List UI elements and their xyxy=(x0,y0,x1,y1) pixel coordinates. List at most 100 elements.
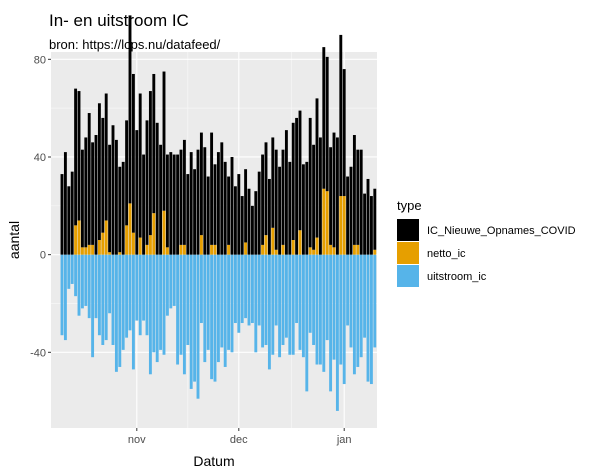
bar-ic-nieuwe-opnames-covid xyxy=(233,186,237,255)
bar-uitstroom-ic xyxy=(295,254,299,324)
bar-netto-ic xyxy=(325,191,329,255)
bar-uitstroom-ic xyxy=(210,254,214,380)
bar-ic-nieuwe-opnames-covid xyxy=(176,154,180,255)
bar-uitstroom-ic xyxy=(271,254,275,355)
bar-netto-ic xyxy=(125,225,129,255)
bar-uitstroom-ic xyxy=(274,254,278,326)
bar-uitstroom-ic xyxy=(359,254,363,358)
bar-netto-ic xyxy=(165,247,169,255)
bar-uitstroom-ic xyxy=(94,254,98,319)
legend: IC_Nieuwe_Opnames_COVID netto_ic uitstroom… xyxy=(397,219,576,287)
bar-uitstroom-ic xyxy=(74,254,78,297)
bar-uitstroom-ic xyxy=(179,254,183,355)
bar-ic-nieuwe-opnames-covid xyxy=(325,56,329,192)
bar-uitstroom-ic xyxy=(91,254,95,358)
bar-ic-nieuwe-opnames-covid xyxy=(135,130,139,255)
bar-netto-ic xyxy=(108,252,112,255)
bar-ic-nieuwe-opnames-covid xyxy=(193,169,197,255)
bar-ic-nieuwe-opnames-covid xyxy=(155,122,159,255)
bar-netto-ic xyxy=(138,237,142,255)
bar-ic-nieuwe-opnames-covid xyxy=(213,164,217,245)
bar-ic-nieuwe-opnames-covid xyxy=(339,34,343,197)
bar-uitstroom-ic xyxy=(63,254,67,341)
bar-uitstroom-ic xyxy=(206,254,210,350)
bar-netto-ic xyxy=(104,220,108,255)
bar-uitstroom-ic xyxy=(60,254,64,336)
y-tick-label: 80 xyxy=(34,54,46,66)
y-tick-label: -40 xyxy=(30,347,46,359)
bar-uitstroom-ic xyxy=(138,254,142,336)
bar-uitstroom-ic xyxy=(162,254,166,355)
bar-uitstroom-ic xyxy=(240,254,244,324)
bar-uitstroom-ic xyxy=(233,254,237,324)
bar-netto-ic xyxy=(152,213,156,255)
bar-netto-ic xyxy=(322,188,326,255)
bar-netto-ic xyxy=(281,244,285,255)
x-tick-label: nov xyxy=(128,434,146,446)
x-axis: nov dec jan xyxy=(128,428,352,446)
bar-ic-nieuwe-opnames-covid xyxy=(359,149,363,255)
bar-netto-ic xyxy=(339,196,343,255)
bar-uitstroom-ic xyxy=(152,254,156,353)
bar-netto-ic xyxy=(356,244,360,255)
bar-ic-nieuwe-opnames-covid xyxy=(281,149,285,245)
bar-uitstroom-ic xyxy=(108,254,112,314)
bar-uitstroom-ic xyxy=(335,254,339,411)
bar-netto-ic xyxy=(162,210,166,255)
bar-ic-nieuwe-opnames-covid xyxy=(315,98,319,238)
bar-uitstroom-ic xyxy=(213,254,217,382)
bar-uitstroom-ic xyxy=(172,254,176,306)
bar-ic-nieuwe-opnames-covid xyxy=(165,154,169,248)
bar-uitstroom-ic xyxy=(346,254,350,326)
bar-netto-ic xyxy=(352,244,356,255)
bar-uitstroom-ic xyxy=(128,254,132,331)
bar-ic-nieuwe-opnames-covid xyxy=(278,166,282,255)
bar-uitstroom-ic xyxy=(114,254,118,372)
bar-uitstroom-ic xyxy=(322,254,326,372)
bar-netto-ic xyxy=(274,249,278,255)
bar-ic-nieuwe-opnames-covid xyxy=(74,88,78,226)
bar-ic-nieuwe-opnames-covid xyxy=(101,117,105,233)
bar-uitstroom-ic xyxy=(203,254,207,363)
bar-uitstroom-ic xyxy=(111,254,115,345)
bar-uitstroom-ic xyxy=(366,254,370,382)
bar-uitstroom-ic xyxy=(159,254,163,350)
bar-ic-nieuwe-opnames-covid xyxy=(254,191,258,255)
bar-ic-nieuwe-opnames-covid xyxy=(322,47,326,189)
bar-uitstroom-ic xyxy=(339,254,343,365)
bar-uitstroom-ic xyxy=(84,254,88,306)
bar-ic-nieuwe-opnames-covid xyxy=(318,137,322,255)
bar-ic-nieuwe-opnames-covid xyxy=(244,169,248,243)
bar-ic-nieuwe-opnames-covid xyxy=(284,130,288,255)
bar-ic-nieuwe-opnames-covid xyxy=(91,142,95,245)
bar-uitstroom-ic xyxy=(312,254,316,345)
bar-uitstroom-ic xyxy=(254,254,258,353)
bar-netto-ic xyxy=(131,232,135,255)
bar-netto-ic xyxy=(213,244,217,255)
bar-ic-nieuwe-opnames-covid xyxy=(261,154,265,245)
bar-uitstroom-ic xyxy=(101,254,105,345)
bar-uitstroom-ic xyxy=(148,254,152,375)
bar-ic-nieuwe-opnames-covid xyxy=(271,137,275,228)
bar-uitstroom-ic xyxy=(342,254,346,385)
bar-ic-nieuwe-opnames-covid xyxy=(363,193,367,255)
bar-ic-nieuwe-opnames-covid xyxy=(227,176,231,245)
bar-netto-ic xyxy=(308,247,312,255)
bar-netto-ic xyxy=(80,247,84,255)
bar-ic-nieuwe-opnames-covid xyxy=(145,120,149,245)
bar-ic-nieuwe-opnames-covid xyxy=(332,132,336,248)
bar-netto-ic xyxy=(101,232,105,255)
bar-ic-nieuwe-opnames-covid xyxy=(312,144,316,250)
bar-ic-nieuwe-opnames-covid xyxy=(148,91,152,236)
bar-ic-nieuwe-opnames-covid xyxy=(111,125,115,255)
bar-netto-ic xyxy=(97,240,101,255)
bars xyxy=(60,15,377,411)
bar-netto-ic xyxy=(91,244,95,255)
legend-title: type xyxy=(397,198,422,213)
bar-ic-nieuwe-opnames-covid xyxy=(179,149,183,245)
x-tick-label: dec xyxy=(230,434,248,446)
bar-ic-nieuwe-opnames-covid xyxy=(329,147,333,245)
bar-netto-ic xyxy=(145,244,149,255)
bar-ic-nieuwe-opnames-covid xyxy=(206,176,210,255)
bar-uitstroom-ic xyxy=(281,254,285,345)
